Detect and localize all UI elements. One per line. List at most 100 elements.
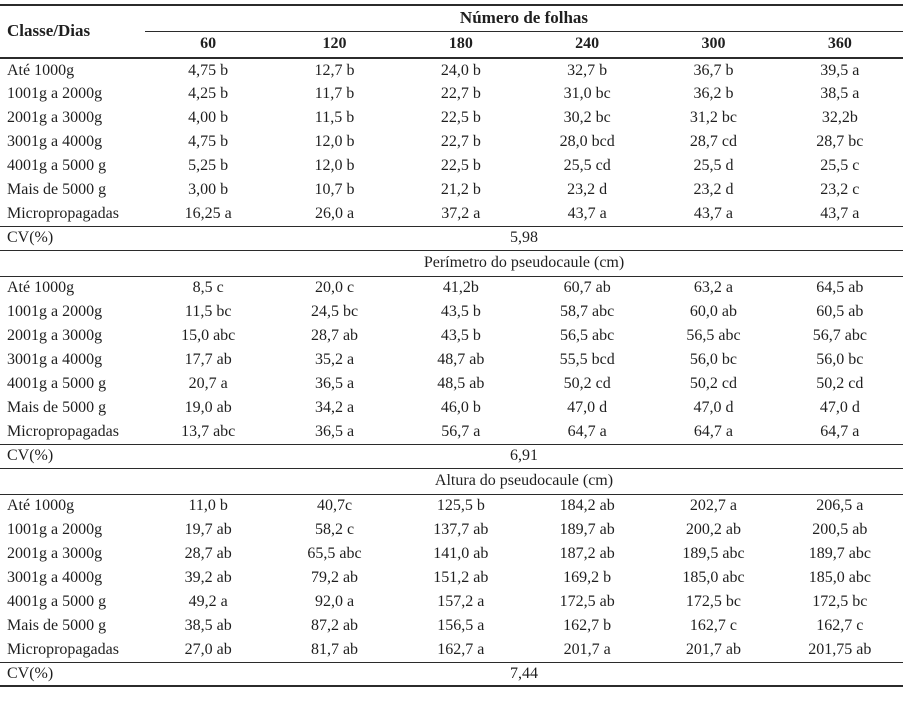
- group-header-row: Classe/Dias Número de folhas: [0, 5, 903, 59]
- table-row: Até 1000g 4,75 b 12,7 b 24,0 b 32,7 b 36,7 b 3…: [0, 58, 903, 82]
- column-header-60: 60: [145, 31, 272, 59]
- value-cell: 48,5 ab: [437, 375, 485, 393]
- cv-label: CV(%): [0, 661, 145, 687]
- row-label: Até 1000g: [7, 279, 75, 297]
- value-cell: 28,0 bcd: [559, 133, 615, 151]
- value-cell: 28,7 ab: [310, 327, 359, 345]
- cv-row: CV(%) 5,98: [0, 225, 903, 251]
- table-row: Mais de 5000 g 3,00 b 10,7 b 21,2 b 23,2 d 23…: [0, 178, 903, 202]
- table-row: 1001g a 2000g 11,5 bc 24,5 bc 43,5 b 58,7 ab…: [0, 300, 903, 324]
- row-label: 2001g a 3000g: [7, 109, 103, 127]
- value-cell: 15,0 abc: [181, 327, 236, 345]
- value-cell: 162,7 b: [563, 617, 612, 635]
- cv-value: 6,91: [145, 443, 903, 469]
- value-cell: 38,5 a: [820, 85, 860, 103]
- value-cell: 37,2 a: [441, 204, 481, 222]
- section-title-spacer: [0, 250, 145, 277]
- row-label: 3001g a 4000g: [7, 133, 103, 151]
- section-title: Altura do pseudocaule (cm): [145, 468, 903, 495]
- value-cell: 50,2 cd: [816, 375, 864, 393]
- value-cell: 56,7 a: [441, 422, 481, 440]
- value-cell: 48,7 ab: [437, 351, 485, 369]
- value-cell: 41,2b: [442, 279, 479, 297]
- value-cell: 64,7 a: [693, 422, 734, 440]
- value-cell: 31,0 bc: [563, 85, 611, 103]
- value-cell: 58,7 abc: [560, 303, 615, 321]
- value-cell: 185,0 abc: [808, 569, 871, 587]
- table-row: 3001g a 4000g 17,7 ab 35,2 a 48,7 ab 55,5 bc…: [0, 348, 903, 372]
- table-row: 4001g a 5000 g 5,25 b 12,0 b 22,5 b 25,5 cd 2…: [0, 154, 903, 178]
- value-cell: 24,0 b: [440, 61, 481, 79]
- value-cell: 56,5 abc: [686, 327, 741, 345]
- table-row: Até 1000g 8,5 c 20,0 c 41,2b 60,7 ab 63,2 a 64…: [0, 276, 903, 300]
- value-cell: 22,5 b: [440, 109, 481, 127]
- cv-row: CV(%) 7,44: [0, 661, 903, 687]
- row-label: 4001g a 5000 g: [7, 593, 107, 611]
- value-cell: 64,7 a: [567, 422, 607, 440]
- group-header: Número de folhas: [145, 5, 903, 32]
- column-header-300: 300: [650, 31, 777, 59]
- row-label: Mais de 5000 g: [7, 181, 107, 199]
- row-label: Micropropagadas: [7, 422, 119, 440]
- value-cell: 56,5 abc: [560, 327, 615, 345]
- value-cell: 28,7 bc: [816, 133, 864, 151]
- value-cell: 38,5 ab: [184, 617, 232, 635]
- results-table: Classe/Dias Número de folhas 60 120 180 …: [0, 4, 903, 687]
- value-cell: 185,0 abc: [682, 569, 745, 587]
- row-label: 4001g a 5000 g: [7, 157, 107, 175]
- row-label: Mais de 5000 g: [7, 399, 107, 417]
- value-cell: 43,7 a: [820, 204, 860, 222]
- row-label: Mais de 5000 g: [7, 617, 107, 635]
- value-cell: 172,5 bc: [685, 593, 742, 611]
- cv-row: CV(%) 6,91: [0, 443, 903, 469]
- value-cell: 43,7 a: [693, 204, 734, 222]
- value-cell: 60,0 ab: [689, 303, 738, 321]
- section-title: Perímetro do pseudocaule (cm): [145, 250, 903, 277]
- table-row: Mais de 5000 g 19,0 ab 34,2 a 46,0 b 47,0 d 4…: [0, 396, 903, 420]
- value-cell: 28,7 ab: [184, 545, 232, 563]
- value-cell: 50,2 cd: [563, 375, 611, 393]
- value-cell: 151,2 ab: [433, 569, 489, 587]
- value-cell: 50,2 cd: [689, 375, 738, 393]
- value-cell: 5,25 b: [188, 157, 229, 175]
- value-cell: 4,25 b: [188, 85, 229, 103]
- value-cell: 23,2 d: [567, 181, 608, 199]
- value-cell: 32,7 b: [567, 61, 608, 79]
- table-row: 2001g a 3000g 4,00 b 11,5 b 22,5 b 30,2 bc 31…: [0, 106, 903, 130]
- table-row: Micropropagadas 27,0 ab 81,7 ab 162,7 a 201,…: [0, 638, 903, 662]
- value-cell: 22,7 b: [440, 133, 481, 151]
- section-title-row: Altura do pseudocaule (cm): [0, 468, 903, 495]
- value-cell: 79,2 ab: [310, 569, 359, 587]
- value-cell: 87,2 ab: [310, 617, 359, 635]
- value-cell: 8,5 c: [192, 279, 224, 297]
- table-row: 2001g a 3000g 15,0 abc 28,7 ab 43,5 b 56,5 a…: [0, 324, 903, 348]
- value-cell: 21,2 b: [440, 181, 481, 199]
- row-label: 3001g a 4000g: [7, 351, 103, 369]
- column-header-360: 360: [776, 31, 903, 59]
- value-cell: 22,5 b: [440, 157, 481, 175]
- value-cell: 25,5 d: [693, 157, 734, 175]
- value-cell: 172,5 ab: [559, 593, 615, 611]
- value-cell: 49,2 a: [188, 593, 228, 611]
- value-cell: 184,2 ab: [559, 497, 615, 515]
- value-cell: 25,5 c: [820, 157, 860, 175]
- value-cell: 56,0 bc: [689, 351, 738, 369]
- value-cell: 189,7 ab: [559, 521, 615, 539]
- cv-label: CV(%): [0, 443, 145, 469]
- value-cell: 4,00 b: [188, 109, 229, 127]
- table-row: 2001g a 3000g 28,7 ab 65,5 abc 141,0 ab 187,…: [0, 542, 903, 566]
- column-header-row: 60 120 180 240 300 360: [0, 31, 903, 59]
- value-cell: 201,75 ab: [808, 640, 872, 658]
- value-cell: 30,2 bc: [563, 109, 611, 127]
- value-cell: 11,5 b: [314, 109, 355, 127]
- value-cell: 28,7 cd: [689, 133, 738, 151]
- value-cell: 20,0 c: [314, 279, 355, 297]
- value-cell: 200,2 ab: [685, 521, 742, 539]
- row-label: Até 1000g: [7, 61, 75, 79]
- value-cell: 32,2b: [821, 109, 858, 127]
- section-title-row: Perímetro do pseudocaule (cm): [0, 250, 903, 277]
- value-cell: 39,2 ab: [184, 569, 232, 587]
- value-cell: 162,7 c: [816, 617, 864, 635]
- row-label: 2001g a 3000g: [7, 327, 103, 345]
